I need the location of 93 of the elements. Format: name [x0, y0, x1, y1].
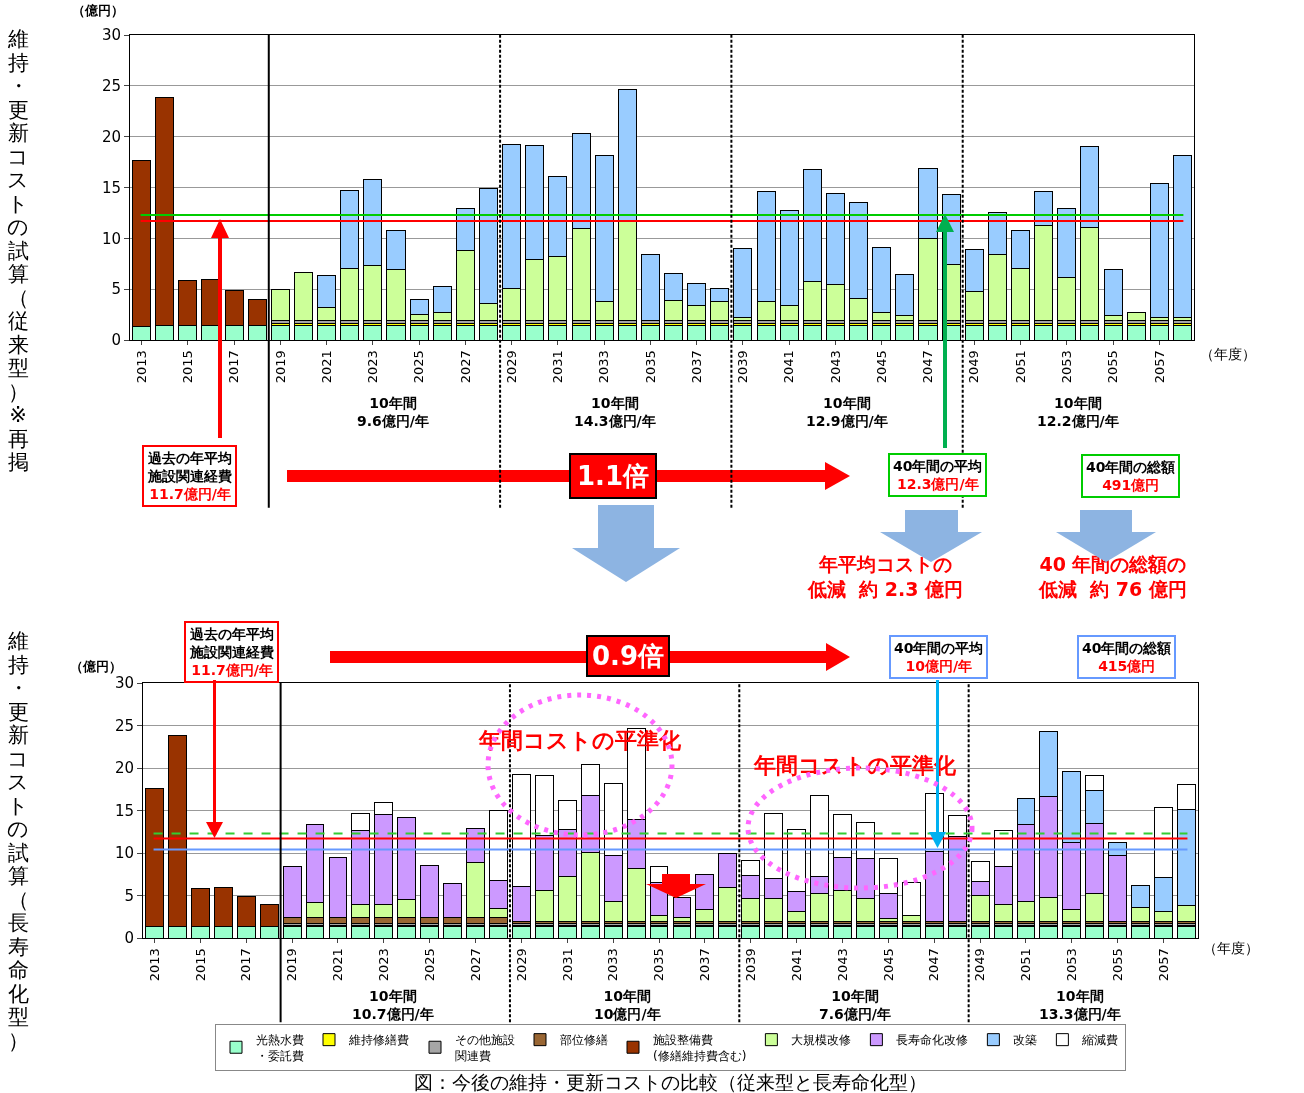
y-tick-label: 30: [101, 26, 121, 45]
text: 1.1倍: [577, 461, 650, 491]
text: 10年間 12.9億円/年: [806, 395, 888, 430]
text: 過去の年平均施設関連経費11.7億円/年: [189, 626, 274, 679]
y-tick-label: 30: [114, 674, 134, 693]
x-tick-label: 2057: [1155, 948, 1171, 982]
x-tick-label: 2041: [788, 948, 804, 982]
y-tick-label: 15: [114, 801, 134, 820]
x-tick-label: 2053: [1064, 948, 1080, 982]
y-tick-label: 10: [114, 844, 134, 863]
x-tick-label: 2025: [411, 350, 427, 384]
x-tick-label: 2013: [133, 350, 149, 384]
x-tick-label: 2045: [880, 948, 896, 982]
text: 過去の年平均施設関連経費11.7億円/年: [147, 450, 232, 503]
x-tick-label: 2037: [688, 350, 704, 384]
text: 年平均コストの低減 約 2.3 億円: [807, 553, 964, 600]
x-tick-label: 2057: [1151, 350, 1167, 384]
text: 40年間の総額 415億円: [1082, 640, 1172, 675]
legend-label: 施設整備費 (修繕維持費含む): [653, 1033, 747, 1063]
x-tick-label: 2025: [421, 948, 437, 982]
text: 維持・更新コストの試算（長寿命化型）: [7, 629, 29, 1053]
x-tick-label: 2053: [1059, 350, 1075, 384]
text: 40年間の総額 491億円: [1086, 459, 1176, 494]
x-tick-label: 2031: [559, 948, 575, 982]
x-tick-label: 2019: [284, 948, 300, 982]
text: 10年間 12.2億円/年: [1037, 395, 1119, 430]
x-tick-label: 2047: [926, 948, 942, 982]
legend-label: 部位修繕: [560, 1033, 608, 1048]
text: 10年間 7.6億円/年: [819, 988, 891, 1023]
x-tick-label: 2039: [735, 350, 751, 384]
x-tick-label: 2049: [966, 350, 982, 384]
x-tick-label: 2015: [192, 948, 208, 982]
text: 10年間 14.3億円/年: [574, 395, 656, 430]
legend-label: 改築: [1013, 1033, 1038, 1048]
x-tick-label: 2049: [972, 948, 988, 982]
legend-label: 長寿命化改修: [896, 1033, 969, 1048]
text: 10年間 13.3億円/年: [1039, 988, 1121, 1023]
text: 40年間の平均 10億円/年: [894, 640, 984, 675]
x-tick-label: 2047: [920, 350, 936, 384]
x-tick-label: 2015: [180, 350, 196, 384]
text: （億円）: [70, 659, 122, 674]
x-tick-label: 2023: [376, 948, 392, 982]
text: 10年間 10億円/年: [594, 988, 661, 1023]
x-tick-label: 2033: [605, 948, 621, 982]
y-tick-label: 20: [114, 759, 134, 778]
legend-label: 縮減費: [1081, 1033, 1119, 1048]
x-tick-label: 2021: [330, 948, 346, 982]
x-tick-label: 2039: [742, 948, 758, 982]
x-tick-label: 2019: [272, 350, 288, 384]
y-tick-label: 5: [124, 886, 134, 905]
y-tick-label: 5: [111, 280, 121, 299]
x-tick-label: 2051: [1018, 948, 1034, 982]
y-tick-label: 20: [101, 127, 121, 146]
x-tick-label: 2029: [503, 350, 519, 384]
y-tick-label: 25: [114, 716, 134, 735]
x-tick-label: 2035: [642, 350, 658, 384]
legend-label: 光熱水費・委託費: [256, 1033, 304, 1063]
x-tick-label: 2045: [873, 350, 889, 384]
legend-label: その他施設関連費: [455, 1033, 515, 1063]
x-tick-label: 2033: [596, 350, 612, 384]
x-tick-label: 2017: [226, 350, 242, 384]
text: （億円）: [72, 3, 124, 18]
x-tick-label: 2051: [1012, 350, 1028, 384]
x-tick-label: 2027: [467, 948, 483, 982]
x-tick-label: 2029: [513, 948, 529, 982]
legend-label: 維持修繕費: [348, 1033, 409, 1048]
x-tick-label: 2055: [1109, 948, 1125, 982]
text: 0.9倍: [592, 641, 665, 671]
y-tick-label: 25: [101, 77, 121, 96]
x-tick-label: 2037: [697, 948, 713, 982]
x-tick-label: 2043: [834, 948, 850, 982]
y-tick-label: 10: [101, 229, 121, 248]
x-axis-title: （年度）: [1203, 940, 1259, 956]
text: 維持・更新コストの試算（従来型）※再掲: [7, 27, 29, 475]
y-tick-label: 15: [101, 178, 121, 197]
x-axis-title: （年度）: [1200, 346, 1256, 362]
x-tick-label: 2055: [1105, 350, 1121, 384]
y-tick-label: 0: [124, 929, 134, 948]
x-tick-label: 2021: [318, 350, 334, 384]
x-tick-label: 2041: [781, 350, 797, 384]
y-tick-label: 0: [111, 331, 121, 350]
x-tick-label: 2017: [238, 948, 254, 982]
text: 40年間の平均 12.3億円/年: [893, 458, 983, 493]
x-tick-label: 2013: [146, 948, 162, 982]
x-tick-label: 2035: [651, 948, 667, 982]
x-tick-label: 2023: [365, 350, 381, 384]
x-tick-label: 2031: [550, 350, 566, 384]
text: 10年間 10.7億円/年: [352, 988, 434, 1023]
text: 図：今後の維持・更新コストの比較（従来型と長寿命化型）: [414, 1071, 927, 1093]
x-tick-label: 2043: [827, 350, 843, 384]
legend-label: 大規模改修: [791, 1033, 852, 1048]
x-tick-label: 2027: [457, 350, 473, 384]
text: 10年間 9.6億円/年: [357, 395, 429, 430]
